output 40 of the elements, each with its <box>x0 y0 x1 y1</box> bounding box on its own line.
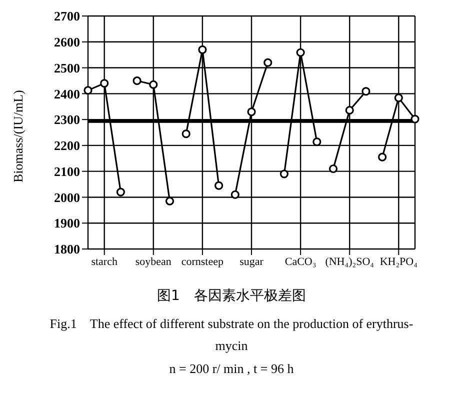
x-tick-label: KH₂PO₄ <box>380 256 418 268</box>
x-tick-label: starch <box>91 256 118 268</box>
point <box>280 170 288 178</box>
y-tick-label: 1900 <box>54 216 80 231</box>
text: n = 200 r/ min , t = 96 h <box>168 361 295 377</box>
point <box>116 188 125 196</box>
point <box>378 152 387 162</box>
point <box>312 138 322 146</box>
point <box>362 87 370 96</box>
point <box>296 48 305 57</box>
text: 图1 各因素水平极差图 <box>156 287 307 305</box>
x-tick-label: soybean <box>135 256 172 268</box>
point <box>100 79 109 88</box>
y-tick-label: 2100 <box>54 164 80 179</box>
point <box>214 181 224 190</box>
y-axis-title: Biomass/(IU/mL) <box>10 90 26 182</box>
point <box>182 129 190 138</box>
y-tick-label: 2600 <box>54 34 80 50</box>
y-tick-label: 2200 <box>54 138 80 154</box>
y-tick-label: 2400 <box>54 86 80 102</box>
point <box>264 58 272 67</box>
point <box>165 196 174 206</box>
point <box>394 94 403 102</box>
x-tick-label: CaCO₃ <box>284 256 316 268</box>
y-tick-label: 2300 <box>54 112 80 128</box>
point <box>345 106 354 115</box>
y-tick-label: 1800 <box>54 242 80 257</box>
y-tick-label: 2700 <box>54 8 80 24</box>
y-tick-label: 2000 <box>54 190 80 205</box>
point <box>149 80 158 89</box>
x-tick-label: cornsteep <box>181 256 224 268</box>
point <box>230 190 240 199</box>
x-tick-label: (NH₄)₂SO₄ <box>325 256 374 268</box>
x-tick-label: sugar <box>240 256 264 268</box>
point <box>328 164 338 174</box>
y-tick-label: 2500 <box>54 60 80 76</box>
point <box>247 107 256 116</box>
point <box>132 76 142 86</box>
point <box>198 45 207 54</box>
point <box>410 114 420 124</box>
